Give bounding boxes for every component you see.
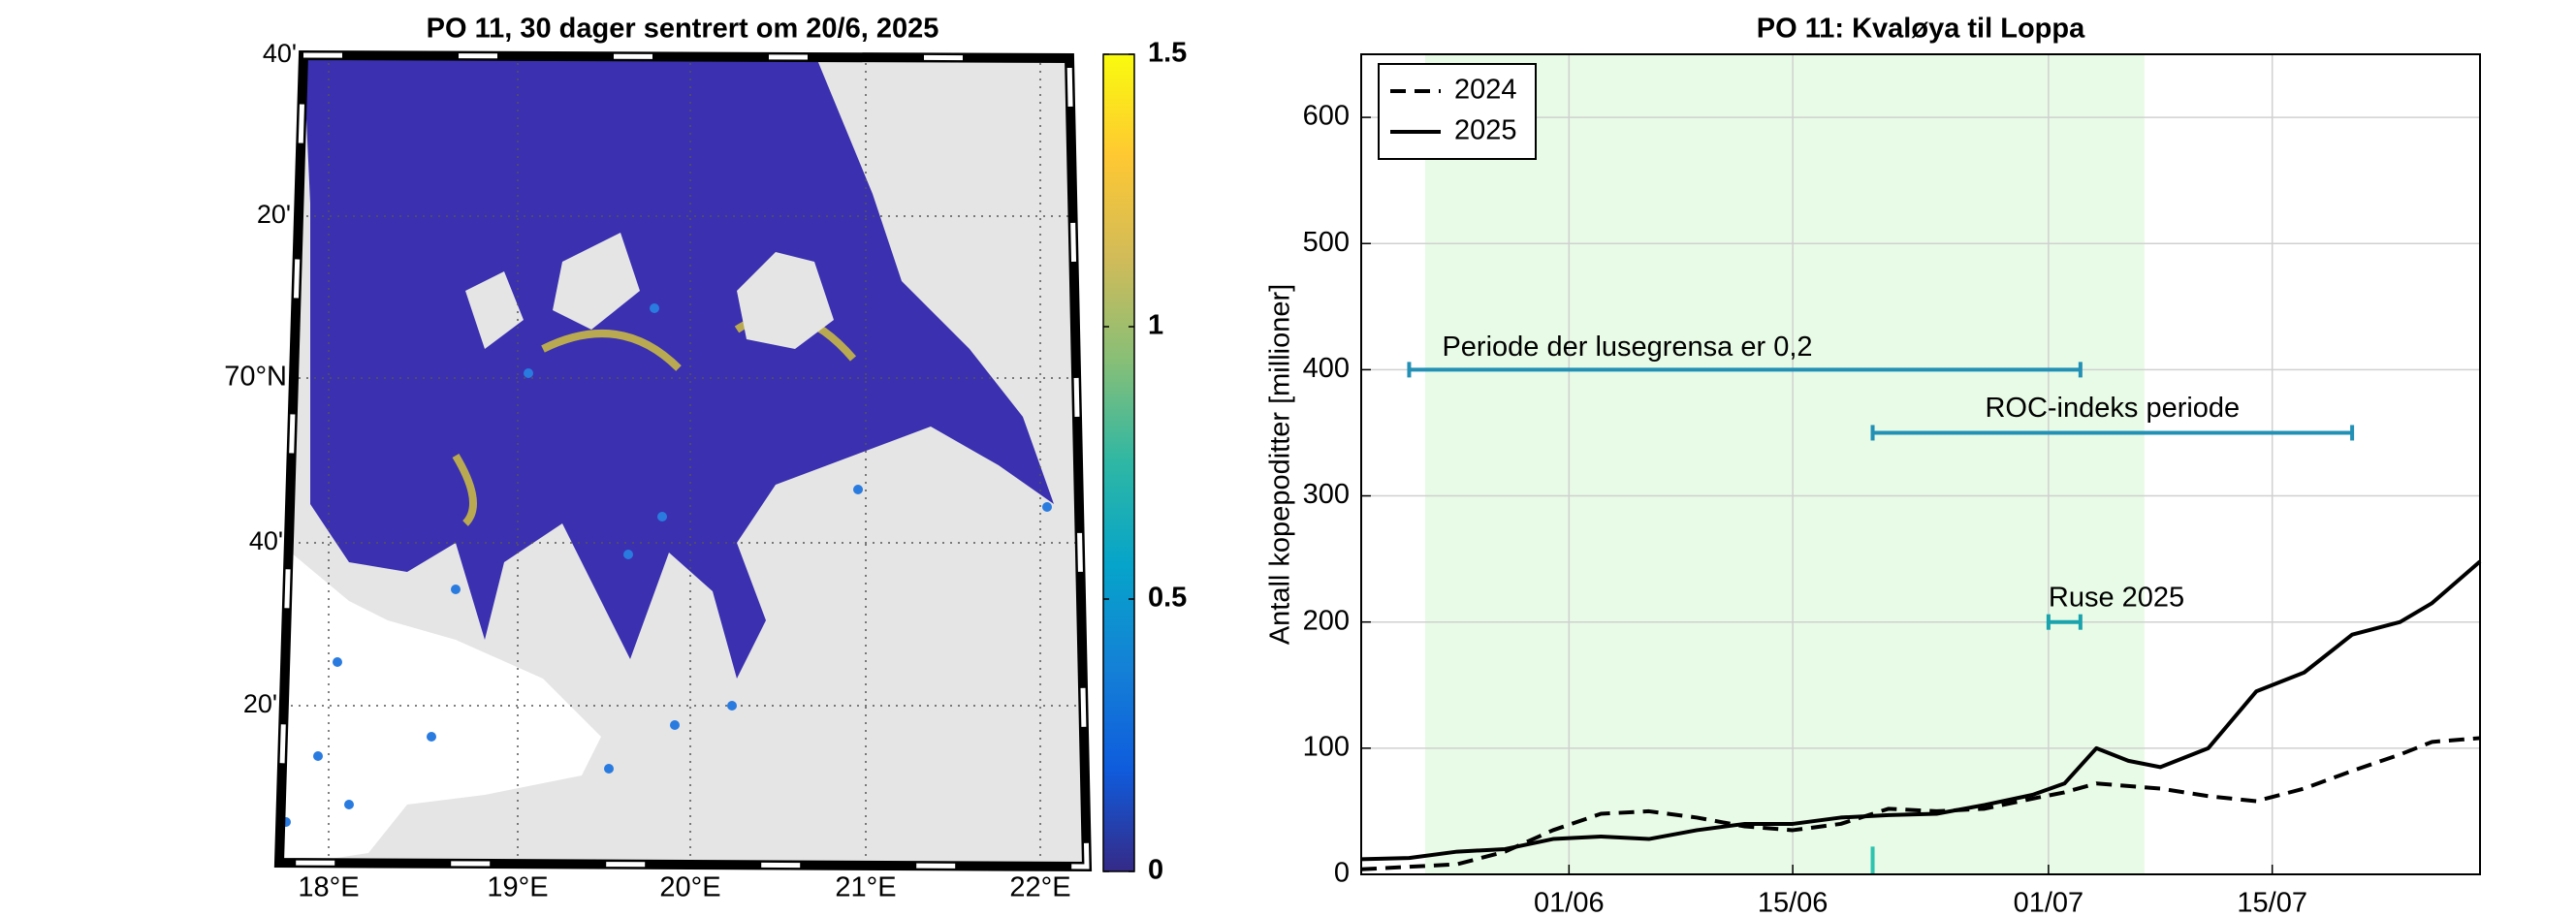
y-axis-label: Antall kopepoditter [millioner] <box>1265 284 1296 645</box>
chart-title: PO 11: Kvaløya til Loppa <box>1757 14 2085 45</box>
x-tick-label: 15/06 <box>1758 888 1829 917</box>
colorbar <box>1102 53 1135 872</box>
lat-label: 20' <box>243 689 277 718</box>
colorbar-label: 0.5 <box>1148 583 1187 614</box>
legend-box <box>1378 63 1537 160</box>
legend-label: 2025 <box>1454 115 1517 146</box>
lon-label: 22°E <box>1009 872 1070 903</box>
lat-label: 40' <box>263 39 297 68</box>
line-chart: PO 11: Kvaløya til Loppa 0 100 200 300 400 500… <box>1265 14 2482 917</box>
axes-box <box>1360 53 2481 875</box>
map <box>273 49 1093 872</box>
interval-label: Periode der lusegrensa er 0,2 <box>1442 332 1812 363</box>
colorbar-label: 1 <box>1148 310 1163 341</box>
lon-label: 20°E <box>659 872 720 903</box>
lat-label: 40' <box>249 526 283 555</box>
interval-label: Ruse 2025 <box>2049 582 2184 613</box>
y-tick-label: 200 <box>1303 605 1350 636</box>
shaded-period <box>1424 54 2145 874</box>
lon-label: 21°E <box>835 872 896 903</box>
island <box>737 252 834 349</box>
colorbar-label: 0 <box>1148 855 1163 886</box>
map-labels: PO 11, 30 dager sentrert om 20/6, 2025 40… <box>224 14 1187 903</box>
y-tick-label: 0 <box>1334 858 1350 889</box>
lat-label: 70°N <box>224 362 287 393</box>
interval-label: ROC-indeks periode <box>1985 393 2240 424</box>
y-tick-label: 500 <box>1303 227 1350 258</box>
chart-title: PO 11, 30 dager sentrert om 20/6, 2025 <box>427 14 939 45</box>
legend-label: 2024 <box>1454 75 1517 106</box>
inland-white <box>279 543 601 867</box>
lon-label: 19°E <box>487 872 548 903</box>
x-tick-label: 15/07 <box>2237 888 2307 917</box>
y-tick-label: 600 <box>1303 101 1350 132</box>
island <box>465 271 524 349</box>
x-tick-label: 01/06 <box>1534 888 1605 917</box>
line-series <box>1360 559 2482 862</box>
graticule <box>291 55 1084 867</box>
frame-stripes <box>276 52 1090 870</box>
colorbar-label: 1.5 <box>1148 38 1187 69</box>
lat-label: 20' <box>257 200 291 229</box>
y-tick-label: 100 <box>1303 732 1350 763</box>
island <box>553 233 640 330</box>
y-tick-label: 300 <box>1303 479 1350 510</box>
lon-label: 18°E <box>298 872 359 903</box>
y-tick-label: 400 <box>1303 353 1350 384</box>
x-tick-label: 01/07 <box>2014 888 2084 917</box>
